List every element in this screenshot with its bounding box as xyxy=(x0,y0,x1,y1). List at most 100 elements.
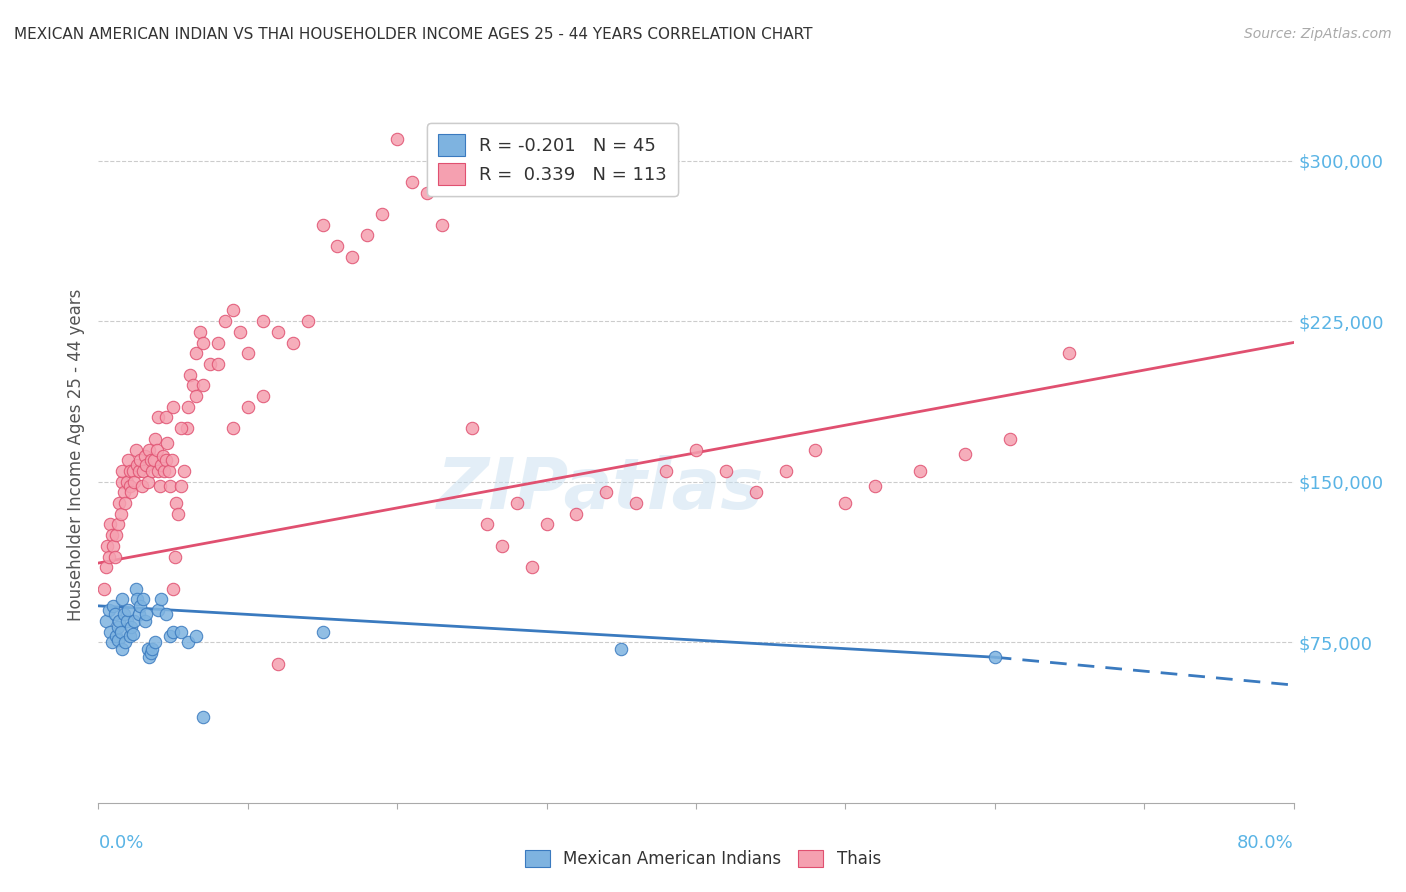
Point xyxy=(191,335,214,350)
Point xyxy=(475,517,498,532)
Point xyxy=(104,607,127,622)
Point xyxy=(118,464,141,478)
Point xyxy=(132,464,155,478)
Point xyxy=(132,592,155,607)
Point xyxy=(142,453,165,467)
Point xyxy=(311,218,333,232)
Point xyxy=(145,442,167,457)
Point xyxy=(200,357,222,371)
Point xyxy=(120,620,142,634)
Point xyxy=(169,421,191,435)
Point xyxy=(124,475,146,489)
Point xyxy=(94,560,117,574)
Point xyxy=(101,528,124,542)
Point xyxy=(181,378,204,392)
Point xyxy=(96,539,118,553)
Point xyxy=(117,453,139,467)
Point xyxy=(107,620,129,634)
Point xyxy=(214,314,236,328)
Point xyxy=(160,453,183,467)
Point xyxy=(236,346,259,360)
Point xyxy=(159,479,181,493)
Text: 0.0%: 0.0% xyxy=(98,834,143,852)
Point xyxy=(148,603,170,617)
Point xyxy=(94,614,117,628)
Point xyxy=(134,449,156,463)
Point xyxy=(127,592,149,607)
Point xyxy=(111,464,134,478)
Point xyxy=(461,421,484,435)
Point xyxy=(173,464,195,478)
Point xyxy=(166,507,188,521)
Point xyxy=(107,517,129,532)
Point xyxy=(908,464,931,478)
Point xyxy=(356,228,378,243)
Y-axis label: Householder Income Ages 25 - 44 years: Householder Income Ages 25 - 44 years xyxy=(66,289,84,621)
Point xyxy=(169,624,191,639)
Point xyxy=(252,389,274,403)
Point xyxy=(222,303,245,318)
Point xyxy=(520,560,543,574)
Point xyxy=(115,614,138,628)
Point xyxy=(115,475,138,489)
Point xyxy=(176,421,198,435)
Point xyxy=(129,453,152,467)
Point xyxy=(135,607,157,622)
Point xyxy=(162,582,184,596)
Point xyxy=(207,357,229,371)
Point xyxy=(446,164,468,178)
Text: 80.0%: 80.0% xyxy=(1237,834,1294,852)
Point xyxy=(311,624,333,639)
Point xyxy=(804,442,827,457)
Point xyxy=(156,436,179,450)
Point xyxy=(110,507,132,521)
Point xyxy=(184,389,207,403)
Point xyxy=(491,539,513,553)
Point xyxy=(745,485,768,500)
Text: MEXICAN AMERICAN INDIAN VS THAI HOUSEHOLDER INCOME AGES 25 - 44 YEARS CORRELATIO: MEXICAN AMERICAN INDIAN VS THAI HOUSEHOL… xyxy=(14,27,813,42)
Point xyxy=(93,582,115,596)
Point xyxy=(191,378,214,392)
Point xyxy=(114,496,136,510)
Point xyxy=(162,624,184,639)
Point xyxy=(191,710,214,724)
Point xyxy=(111,641,134,656)
Point xyxy=(143,432,166,446)
Point xyxy=(121,464,143,478)
Point xyxy=(401,175,423,189)
Point xyxy=(120,485,142,500)
Point xyxy=(139,646,162,660)
Point xyxy=(184,629,207,643)
Point xyxy=(998,432,1021,446)
Point xyxy=(207,335,229,350)
Point xyxy=(101,635,124,649)
Point xyxy=(165,496,187,510)
Point xyxy=(371,207,394,221)
Point xyxy=(125,442,148,457)
Legend: Mexican American Indians, Thais: Mexican American Indians, Thais xyxy=(519,843,887,875)
Point xyxy=(152,449,174,463)
Point xyxy=(610,641,633,656)
Point xyxy=(97,549,120,564)
Point xyxy=(148,410,170,425)
Point xyxy=(536,517,558,532)
Point xyxy=(112,485,135,500)
Point xyxy=(104,549,127,564)
Point xyxy=(127,458,149,472)
Point xyxy=(685,442,707,457)
Point xyxy=(222,421,245,435)
Point xyxy=(267,657,290,671)
Point xyxy=(150,458,173,472)
Point xyxy=(124,614,146,628)
Point xyxy=(155,453,177,467)
Point xyxy=(110,624,132,639)
Point xyxy=(118,479,141,493)
Text: ZIPatlas: ZIPatlas xyxy=(437,455,763,524)
Text: Source: ZipAtlas.com: Source: ZipAtlas.com xyxy=(1244,27,1392,41)
Point xyxy=(1059,346,1081,360)
Point xyxy=(97,603,120,617)
Point xyxy=(953,447,976,461)
Point xyxy=(983,650,1005,665)
Point xyxy=(138,650,160,665)
Point xyxy=(267,325,290,339)
